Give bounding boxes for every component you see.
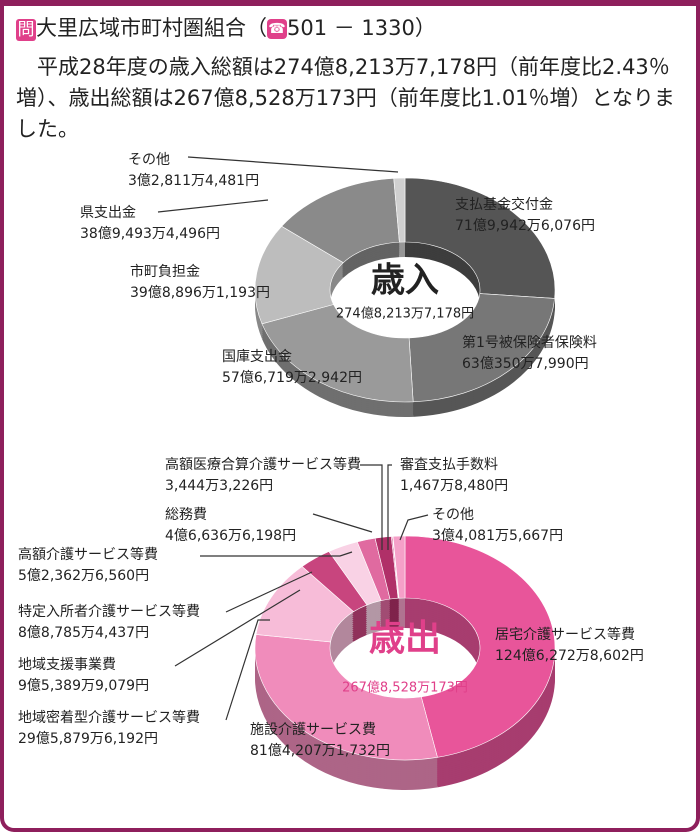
leader-line: [200, 551, 353, 557]
slice-value: 5億2,362万6,560円: [18, 568, 149, 584]
slice-label: 高額医療合算介護サービス等費: [165, 456, 361, 473]
slice-value: 29億5,879万6,192円: [18, 731, 158, 747]
leader-line: [360, 464, 383, 550]
leader-line: [312, 513, 373, 533]
slice-value: 4億6,636万6,198円: [165, 528, 296, 544]
slice: [408, 293, 555, 403]
slice-value: 38億9,493万4,496円: [80, 226, 220, 242]
header: 問大里広域市町村圏組合（☎501 － 1330）: [16, 12, 436, 42]
slice-value: 57億6,719万2,942円: [222, 370, 362, 386]
badge: 問: [16, 19, 36, 41]
slice-value: 1,467万8,480円: [400, 478, 508, 494]
slice-label: 地域密着型介護サービス等費: [18, 709, 200, 726]
leader-line: [225, 571, 313, 613]
slice-value: 71億9,942万6,076円: [455, 218, 595, 234]
slice: [392, 535, 406, 599]
slice-label: 国庫支出金: [222, 348, 292, 365]
leader-line: [157, 199, 269, 213]
slice-label: 施設介護サービス費: [250, 722, 376, 738]
slice: [393, 177, 406, 243]
org: 大里広域市町村圏組合（: [36, 16, 267, 40]
slice-label: 市町負担金: [130, 263, 200, 280]
slice-value: 39億8,896万1,193円: [130, 285, 270, 301]
leader-line: [174, 589, 301, 667]
slice-label: 総務費: [165, 507, 207, 523]
slice-value: 81億4,207万1,732円: [250, 743, 390, 759]
slice-label: その他: [432, 507, 474, 523]
slice: [404, 535, 556, 758]
slice-label: 地域支援事業費: [18, 657, 116, 673]
leader-line: [225, 619, 270, 721]
center-title: 歳入: [371, 261, 439, 301]
slice-value: 9億5,389万9,079円: [18, 678, 149, 694]
leader-line: [399, 514, 429, 541]
leader-line: [187, 156, 399, 173]
center-title: 歳出: [369, 618, 441, 659]
slice-label: その他: [128, 152, 170, 168]
slice-value: 3,444万3,226円: [165, 478, 273, 494]
slice: [261, 304, 414, 403]
slice-value: 63億350万7,990円: [462, 356, 589, 372]
slice-value: 124億6,272万8,602円: [495, 648, 644, 664]
slice-label: 高額介護サービス等費: [18, 546, 158, 563]
slice-value: 3億4,081万5,667円: [432, 528, 563, 544]
center-total: 274億8,213万7,178円: [336, 306, 474, 322]
slice-label: 支払基金交付金: [455, 196, 553, 213]
phone-icon: ☎: [267, 19, 287, 39]
slice-label: 特定入所者介護サービス等費: [18, 603, 200, 620]
slice-label: 審査支払手数料: [400, 457, 498, 473]
slice: [254, 634, 438, 761]
center-total: 267億8,528万173円: [342, 680, 468, 696]
slice-label: 居宅介護サービス等費: [495, 626, 635, 643]
paragraph: 平成28年度の歳入総額は274億8,213万7,178円（前年度比2.43％増）…: [16, 55, 675, 141]
slice: [404, 177, 556, 299]
phone: 501 － 1330）: [287, 16, 436, 40]
leader-line: [387, 464, 392, 550]
slice-value: 3億2,811万4,481円: [128, 173, 259, 189]
slice-label: 第1号被保険者保険料: [462, 334, 597, 351]
slice-value: 8億8,785万4,437円: [18, 625, 149, 641]
slice-label: 県支出金: [80, 205, 136, 221]
